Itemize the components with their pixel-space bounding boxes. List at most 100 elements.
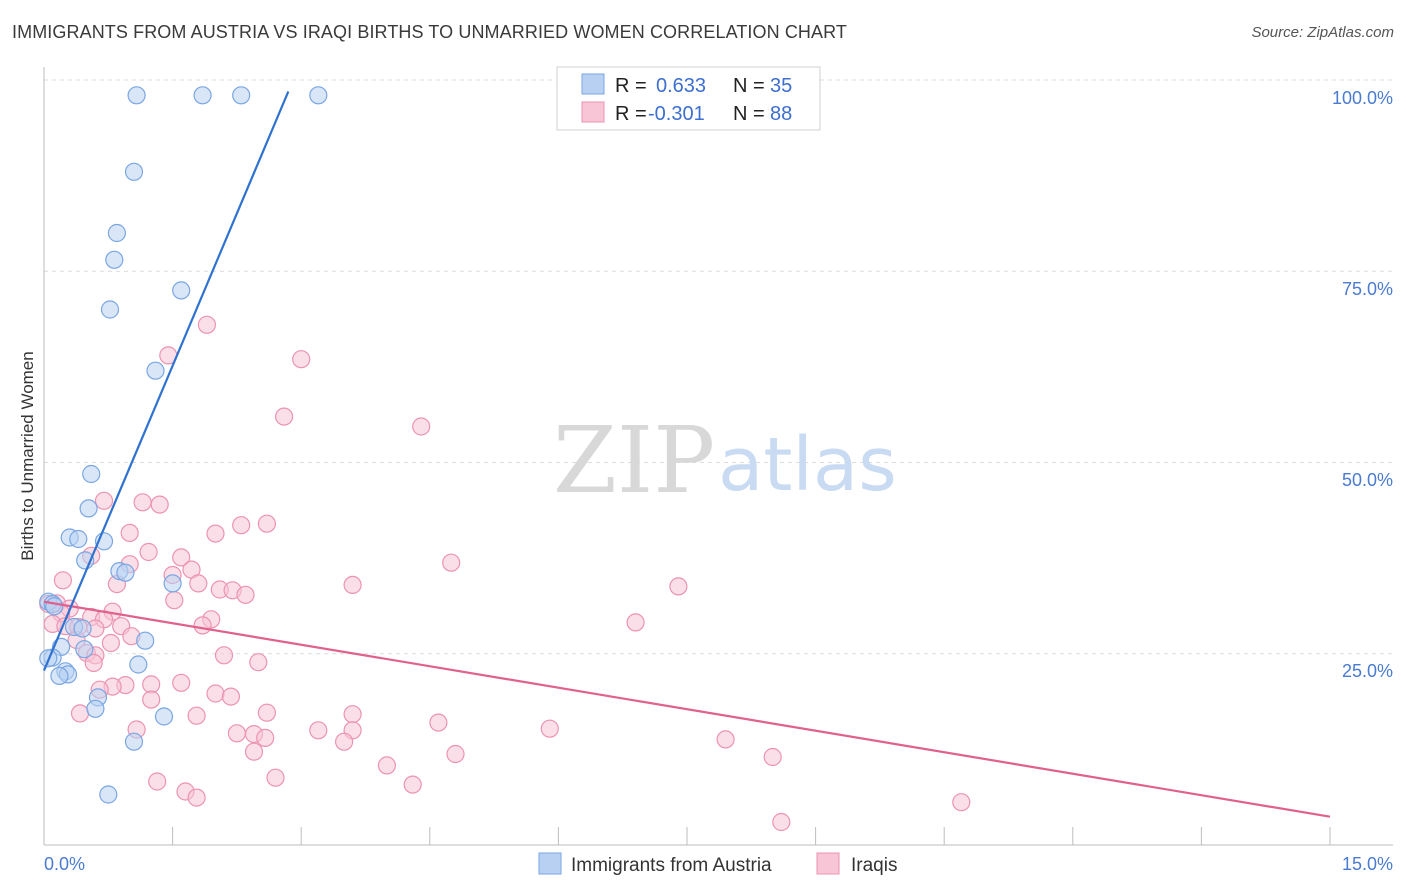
austria-point (163, 574, 182, 593)
austria-point (75, 640, 94, 659)
iraqis-trend-line (43, 600, 1331, 818)
iraqis-point (84, 653, 103, 673)
x-tick-label-min: 0.0% (44, 854, 85, 874)
iraqis-point (256, 728, 275, 748)
iraqis-point (343, 705, 362, 724)
iraqis-point (232, 516, 251, 535)
iraqis-point (206, 524, 225, 543)
stats-austria-n-value: 35 (770, 75, 792, 97)
austria-point (69, 529, 88, 549)
iraqis-point (626, 613, 645, 632)
x-tick-label-max: 15.0% (1342, 854, 1393, 874)
iraqis-point (412, 417, 431, 436)
austria-trend-line (42, 91, 290, 672)
austria-point (105, 250, 124, 269)
stats-iraqis-n-label: N = (733, 103, 765, 125)
y-tick-label-50: 50.0% (1342, 470, 1393, 490)
iraqis-point (197, 315, 216, 334)
iraqis-point (172, 548, 191, 567)
source-credit: Source: ZipAtlas.com (1251, 24, 1394, 41)
austria-point (107, 223, 127, 243)
austria-point (116, 563, 135, 582)
iraqis-point (275, 407, 294, 426)
legend-label-austria: Immigrants from Austria (571, 855, 772, 876)
iraqis-point (244, 742, 264, 761)
austria-point (79, 499, 98, 518)
iraqis-point (257, 514, 276, 533)
iraqis-point (150, 495, 169, 514)
iraqis-point (249, 653, 268, 672)
legend-swatch-iraqis (816, 852, 840, 875)
iraqis-point (142, 675, 161, 694)
iraqis-point (193, 616, 212, 635)
y-tick-label-100: 100.0% (1332, 88, 1393, 108)
austria-point (146, 361, 165, 380)
iraqis-point (172, 673, 191, 692)
austria-point (73, 619, 92, 638)
stats-austria-r-value: 0.633 (656, 75, 706, 97)
austria-point (232, 86, 251, 105)
stats-swatch-austria (581, 73, 605, 95)
trend-lines (42, 91, 1331, 818)
iraqis-point (206, 684, 225, 703)
iraqis-point (669, 577, 688, 596)
iraqis-point (343, 575, 362, 595)
iraqis-point (165, 591, 184, 610)
stats-swatch-iraqis (581, 101, 605, 123)
austria-point (100, 300, 120, 319)
iraqis-point (257, 703, 276, 722)
stats-austria-r-label: R = (615, 75, 647, 97)
iraqis-point (540, 719, 559, 738)
iraqis-point (214, 646, 234, 665)
iraqis-points (39, 315, 971, 832)
austria-point (127, 86, 146, 105)
iraqis-point (429, 713, 448, 732)
stats-box: R = 0.633 N = 35 R = -0.301 N = 88 (556, 66, 821, 131)
iraqis-point (442, 553, 461, 572)
stats-austria-n-label: N = (733, 75, 765, 97)
iraqis-point (335, 732, 354, 751)
iraqis-point (70, 704, 90, 723)
iraqis-point (94, 491, 114, 510)
austria-point (124, 732, 144, 751)
watermark-zip: ZIP (553, 407, 715, 514)
austria-point (309, 86, 328, 105)
y-tick-label-25: 25.0% (1342, 661, 1393, 681)
iraqis-point (53, 571, 73, 590)
iraqis-point (403, 775, 422, 794)
austria-point (50, 666, 69, 686)
chart-title: IMMIGRANTS FROM AUSTRIA VS IRAQI BIRTHS … (12, 22, 848, 42)
austria-point (99, 785, 118, 804)
austria-point (129, 655, 148, 674)
y-axis-label: Births to Unmarried Women (18, 351, 37, 560)
iraqis-point (101, 633, 121, 653)
stats-iraqis-n-value: 88 (770, 103, 792, 125)
austria-point (45, 597, 64, 616)
iraqis-point (377, 756, 396, 775)
iraqis-point (120, 523, 139, 543)
iraqis-point (236, 585, 255, 604)
iraqis-point (187, 788, 206, 807)
x-axis-ticks (43, 827, 1331, 845)
iraqis-point (227, 724, 246, 743)
legend-label-iraqis: Iraqis (851, 855, 897, 876)
iraqis-point (309, 721, 328, 740)
iraqis-point (772, 812, 791, 832)
austria-point (86, 699, 105, 718)
grid-lines (44, 79, 1393, 655)
stats-iraqis-r-value: -0.301 (648, 103, 705, 125)
austria-point (136, 631, 155, 650)
watermark-atlas: atlas (718, 422, 897, 508)
iraqis-point (133, 493, 152, 512)
iraqis-point (446, 744, 465, 764)
legend: Immigrants from Austria Iraqis (538, 852, 897, 876)
y-tick-label-75: 75.0% (1342, 279, 1393, 299)
iraqis-point (142, 690, 161, 709)
iraqis-point (189, 574, 208, 593)
iraqis-point (266, 768, 285, 787)
iraqis-point (187, 706, 206, 725)
iraqis-point (221, 687, 240, 706)
stats-iraqis-r-label: R = (615, 103, 647, 125)
iraqis-point (148, 772, 167, 791)
